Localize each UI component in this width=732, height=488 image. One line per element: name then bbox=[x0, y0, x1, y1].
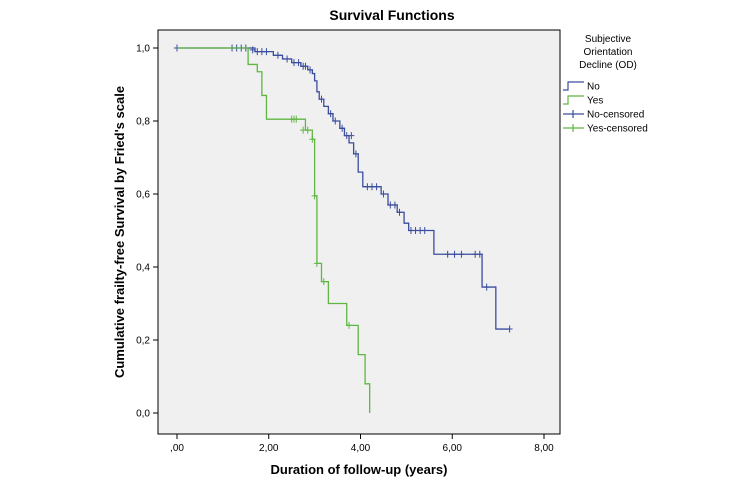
censor-mark-no bbox=[421, 227, 428, 234]
legend-swatch-yes bbox=[563, 95, 584, 105]
x-tick-label: 6,00 bbox=[443, 443, 463, 454]
legend-swatch-no bbox=[563, 81, 584, 91]
legend-title-line-2: Orientation bbox=[584, 47, 633, 58]
censor-mark-no bbox=[307, 66, 314, 74]
censor-mark-no bbox=[348, 132, 355, 140]
censor-mark-no bbox=[332, 117, 339, 125]
legend-label-no-censored: No-censored bbox=[587, 110, 644, 121]
y-tick-label: 0,4 bbox=[136, 263, 150, 274]
x-tick-label: 8,00 bbox=[534, 443, 554, 454]
legend-entries: No Yes No-censored Yes-censored bbox=[563, 81, 648, 135]
censor-mark-no bbox=[302, 62, 309, 70]
y-tick-label: 1,0 bbox=[136, 44, 150, 55]
censor-mark-yes bbox=[304, 126, 311, 134]
legend-title-line-1: Subjective bbox=[585, 34, 632, 45]
y-tick-label: 0,8 bbox=[136, 117, 150, 128]
censor-mark-no bbox=[483, 283, 490, 291]
legend-title-line-3: Decline (OD) bbox=[579, 60, 637, 71]
legend: Subjective Orientation Decline (OD) No Ye… bbox=[563, 34, 648, 135]
legend-swatch-yes-censored bbox=[563, 124, 584, 132]
y-tick-label: 0,2 bbox=[136, 336, 150, 347]
y-axis-label: Cumulative frailty-free Survival by Frie… bbox=[112, 86, 127, 378]
censor-mark-no bbox=[274, 51, 281, 59]
censor-mark-yes bbox=[311, 192, 318, 200]
y-axis-ticks: 0,0 0,2 0,4 0,6 0,8 1,0 bbox=[136, 44, 158, 420]
censor-mark-no bbox=[263, 48, 270, 56]
censor-mark-no bbox=[458, 250, 465, 258]
censor-mark-no bbox=[352, 150, 359, 158]
censor-mark-no bbox=[391, 201, 398, 209]
censor-mark-no bbox=[318, 95, 325, 103]
plot-area bbox=[157, 29, 561, 435]
censor-mark-no bbox=[284, 55, 291, 63]
series-layer bbox=[174, 44, 513, 413]
legend-label-yes: Yes bbox=[587, 96, 603, 107]
censor-mark-no bbox=[295, 59, 302, 67]
censor-mark-no bbox=[339, 124, 346, 132]
censor-mark-yes bbox=[313, 259, 320, 267]
censor-mark-no bbox=[373, 183, 380, 191]
chart-title: Survival Functions bbox=[329, 7, 454, 23]
censor-mark-no bbox=[327, 110, 334, 118]
series-yes bbox=[177, 47, 371, 413]
censor-mark-yes bbox=[293, 115, 300, 123]
censor-mark-no bbox=[506, 325, 513, 333]
censor-mark-yes bbox=[346, 321, 353, 329]
censor-mark-yes bbox=[309, 135, 316, 143]
x-axis-ticks: ,00 2,00 4,00 6,00 8,00 bbox=[170, 434, 554, 454]
legend-swatch-no-censored bbox=[563, 110, 584, 118]
legend-label-no: No bbox=[587, 82, 600, 93]
legend-label-yes-censored: Yes-censored bbox=[587, 124, 648, 135]
x-axis-label: Duration of follow-up (years) bbox=[271, 462, 448, 477]
x-tick-label: 2,00 bbox=[259, 443, 279, 454]
censor-mark-no bbox=[249, 46, 256, 54]
censor-mark-no bbox=[451, 250, 458, 258]
y-tick-label: 0,0 bbox=[136, 409, 150, 420]
x-tick-label: 4,00 bbox=[351, 443, 371, 454]
y-tick-label: 0,6 bbox=[136, 190, 150, 201]
x-tick-label: ,00 bbox=[170, 443, 184, 454]
censor-mark-no bbox=[444, 250, 451, 258]
censor-mark-no bbox=[396, 208, 403, 216]
censor-mark-yes bbox=[320, 278, 327, 286]
censor-mark-no bbox=[476, 250, 483, 258]
series-line-no bbox=[177, 47, 510, 330]
censor-mark-no bbox=[380, 190, 387, 198]
